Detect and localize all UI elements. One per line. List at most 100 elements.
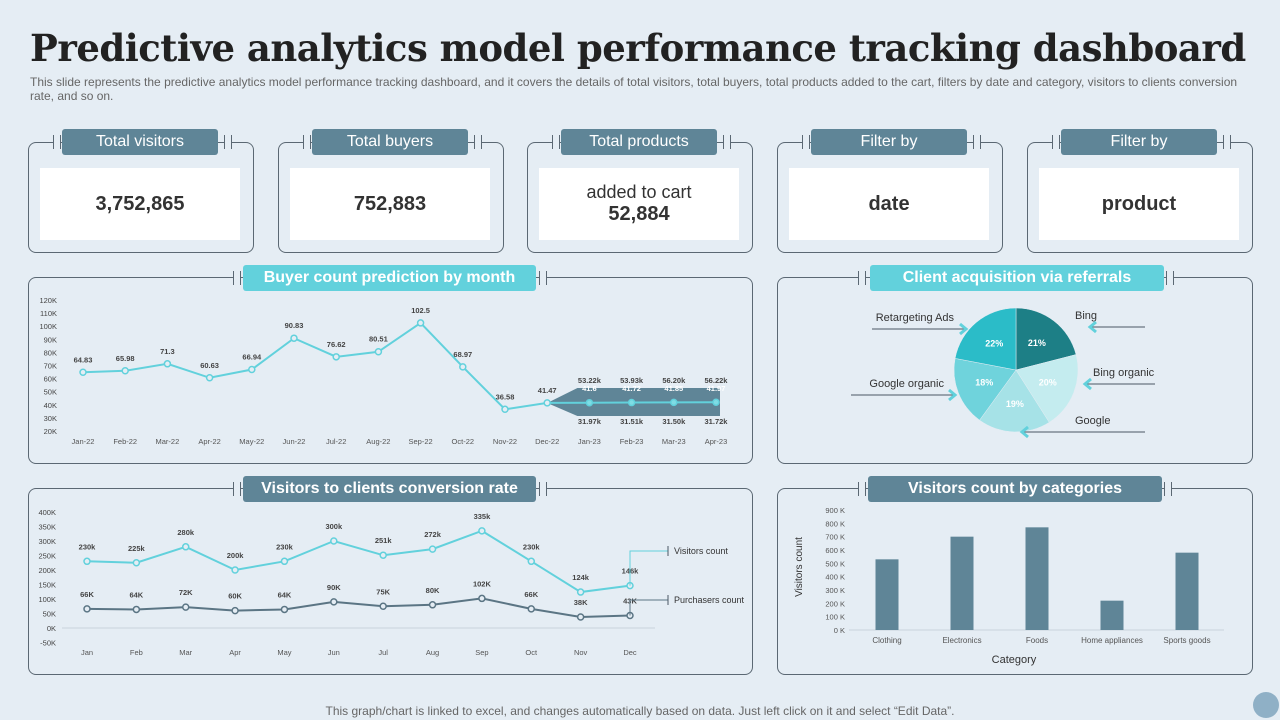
- data-point: [121, 367, 129, 375]
- y-tick-label: 300 K: [825, 586, 845, 595]
- data-point: [205, 374, 214, 382]
- data-label: 68.97: [453, 350, 472, 359]
- kpi-card: 752,883: [290, 168, 490, 240]
- y-tick-label: 400 K: [825, 573, 845, 582]
- series-line: [86, 529, 631, 594]
- data-point: [231, 606, 239, 615]
- forecast-upper-label: 53.22k: [578, 376, 602, 385]
- data-label: 66K: [80, 590, 94, 599]
- y-tick-label: 400K: [38, 508, 56, 517]
- y-tick-label: 300K: [38, 537, 56, 546]
- legend-label: Bing: [1075, 310, 1097, 322]
- data-label: 251k: [375, 536, 393, 545]
- data-label: 65.98: [116, 354, 135, 363]
- legend-label: Google organic: [869, 378, 944, 390]
- y-tick-label: 500 K: [825, 559, 845, 568]
- data-label: 102K: [473, 579, 492, 588]
- bar: [950, 536, 974, 630]
- data-label: 36.58: [496, 392, 515, 401]
- x-tick-label: Mar-22: [156, 437, 180, 446]
- data-point: [585, 398, 594, 407]
- forecast-upper-label: 56.22k: [705, 376, 729, 385]
- forecast-lower-label: 31.50k: [662, 417, 686, 426]
- slide-nav-dot[interactable]: [1253, 692, 1279, 718]
- arrow-icon: [1019, 425, 1029, 439]
- data-label: 90.83: [285, 321, 304, 330]
- x-tick-label: Feb: [130, 648, 143, 657]
- y-tick-label: 700 K: [825, 533, 845, 542]
- pie-slice: [1015, 354, 1079, 423]
- pie-slice: [953, 358, 1017, 421]
- data-point: [290, 334, 298, 342]
- data-point: [576, 588, 585, 596]
- forecast-lower-label: 31.97k: [578, 417, 602, 426]
- kpi-card[interactable]: date: [789, 168, 989, 240]
- data-point: [330, 537, 338, 545]
- data-label: 41.97: [707, 384, 726, 393]
- x-axis-title: Category: [992, 654, 1037, 666]
- kpi-label: Filter by: [1061, 129, 1217, 155]
- arrow-icon: [959, 322, 969, 336]
- y-tick-label: 60K: [44, 375, 57, 384]
- x-tick-label: Dec-22: [535, 437, 559, 446]
- data-point: [248, 365, 256, 374]
- data-label: 230k: [276, 542, 294, 551]
- y-tick-label: 250K: [38, 552, 56, 561]
- data-label: 72K: [179, 588, 193, 597]
- data-label: 225k: [128, 544, 146, 553]
- x-tick-label: Oct: [525, 648, 538, 657]
- conversion-panel-title: Visitors to clients conversion rate: [243, 476, 536, 502]
- x-tick-label: Mar: [179, 648, 192, 657]
- data-point: [280, 605, 289, 614]
- buyer-panel-title: Buyer count prediction by month: [243, 265, 536, 291]
- x-tick-label: Home appliances: [1081, 636, 1143, 645]
- y-axis-title: Visitors count: [794, 537, 805, 597]
- kpi-value: 52,884: [608, 203, 670, 225]
- data-label: 300k: [325, 522, 343, 531]
- x-tick-label: Aug: [426, 648, 439, 657]
- y-tick-label: 200K: [38, 566, 56, 575]
- pie-slice: [954, 307, 1017, 371]
- x-tick-label: Apr-23: [705, 437, 728, 446]
- data-point: [379, 602, 387, 610]
- forecast-upper-label: 53.93k: [620, 376, 644, 385]
- x-tick-label: Clothing: [872, 636, 901, 645]
- y-tick-label: 110K: [40, 309, 57, 318]
- x-tick-label: Apr-22: [198, 437, 221, 446]
- slice-label: 22%: [985, 339, 1003, 349]
- data-label: 280k: [177, 528, 195, 537]
- x-tick-label: Oct-22: [452, 437, 475, 446]
- data-label: 71.3: [160, 347, 175, 356]
- y-tick-label: 0 K: [834, 626, 845, 635]
- x-tick-label: Mar-23: [662, 437, 686, 446]
- arrow-icon: [1087, 320, 1097, 334]
- data-point: [527, 605, 536, 613]
- data-point: [231, 566, 239, 574]
- data-label: 64K: [278, 590, 292, 599]
- data-point: [83, 605, 91, 613]
- x-tick-label: Nov: [574, 648, 588, 657]
- x-tick-label: Foods: [1026, 636, 1048, 645]
- kpi-card[interactable]: product: [1039, 168, 1239, 240]
- data-point: [478, 594, 486, 603]
- kpi-value: date: [868, 192, 910, 215]
- arrow-icon: [948, 388, 958, 402]
- slice-label: 19%: [1006, 399, 1024, 409]
- x-tick-label: Nov-22: [493, 437, 517, 446]
- legend-label: Bing organic: [1093, 367, 1155, 379]
- x-tick-label: May-22: [239, 437, 264, 446]
- y-tick-label: 800 K: [825, 519, 845, 528]
- y-tick-label: -50K: [40, 639, 56, 648]
- y-tick-label: 350K: [38, 523, 56, 532]
- data-point: [527, 557, 536, 566]
- page-title: Predictive analytics model performance t…: [30, 26, 1246, 70]
- data-label: 66.94: [242, 353, 262, 362]
- data-point: [501, 405, 509, 414]
- data-point: [83, 557, 91, 566]
- forecast-lower-label: 31.72k: [705, 417, 729, 426]
- x-tick-label: Feb-22: [113, 437, 137, 446]
- legend-leader: [629, 599, 668, 616]
- referral-panel-title: Client acquisition via referrals: [870, 265, 1164, 291]
- arrow-icon: [1082, 377, 1092, 391]
- y-tick-label: 20K: [44, 427, 57, 436]
